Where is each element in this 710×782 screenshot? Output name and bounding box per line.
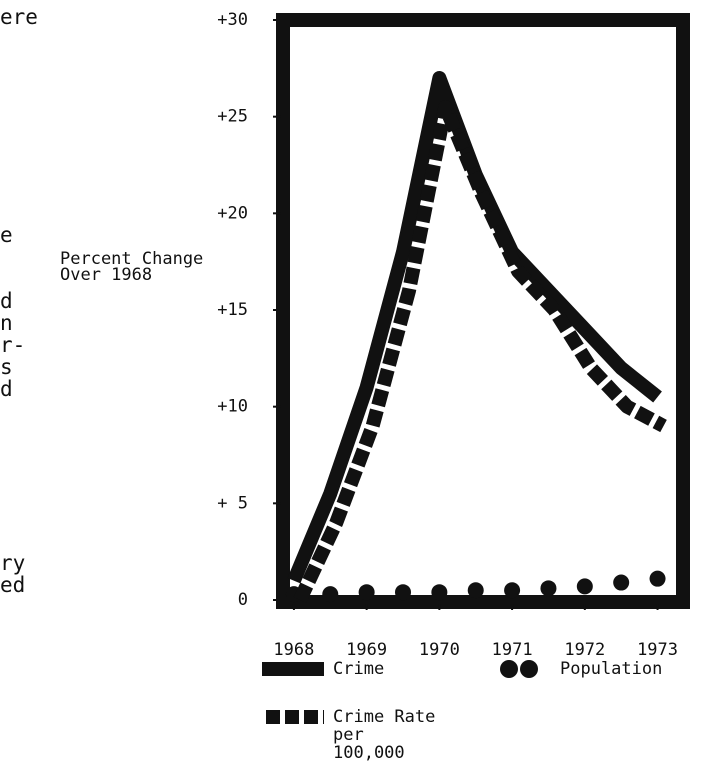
y-tick-label: 0: [238, 590, 248, 610]
y-axis-label: Percent Change: [60, 249, 203, 269]
legend-label: Population: [560, 659, 663, 679]
population-dot: [467, 582, 484, 599]
x-tick-label: 1972: [564, 640, 605, 660]
y-tick-label: +30: [217, 10, 248, 30]
legend-swatch: [500, 660, 518, 678]
y-tick-label: +15: [217, 300, 248, 320]
y-tick-label: +25: [217, 107, 248, 127]
side-text: d: [0, 289, 13, 313]
legend-swatch: [520, 660, 538, 678]
x-tick-label: 1971: [492, 640, 533, 660]
population-dot: [576, 578, 593, 595]
population-dot: [613, 574, 630, 591]
x-tick-label: 1969: [346, 640, 387, 660]
legend-swatch: [262, 662, 324, 676]
legend-label: Crime: [333, 659, 385, 679]
side-text: s: [0, 355, 13, 379]
side-text: ed: [0, 573, 25, 597]
side-text: ry: [0, 551, 25, 575]
crime-rate-line: [293, 100, 667, 603]
side-text: n: [0, 311, 13, 335]
side-text: d: [0, 377, 13, 401]
x-tick-label: 1968: [273, 640, 314, 660]
x-tick-label: 1973: [637, 640, 678, 660]
population-dot: [540, 580, 557, 597]
side-text: e: [0, 223, 13, 247]
population-dot: [358, 584, 375, 601]
population-dot: [395, 584, 411, 601]
legend-label: Crime Rate per 100,000: [333, 707, 436, 763]
population-dot: [322, 586, 339, 603]
y-axis-label: Over 1968: [60, 265, 152, 285]
population-dot: [504, 582, 521, 599]
x-tick-label: 1970: [419, 640, 460, 660]
side-text: r-: [0, 333, 25, 357]
plot-frame: [276, 13, 690, 609]
y-tick-label: +20: [217, 203, 248, 223]
y-tick-label: +10: [217, 397, 248, 417]
population-dot: [649, 570, 666, 587]
y-tick-label: + 5: [217, 493, 248, 513]
side-text: ere: [0, 5, 38, 29]
population-dot: [431, 584, 448, 601]
